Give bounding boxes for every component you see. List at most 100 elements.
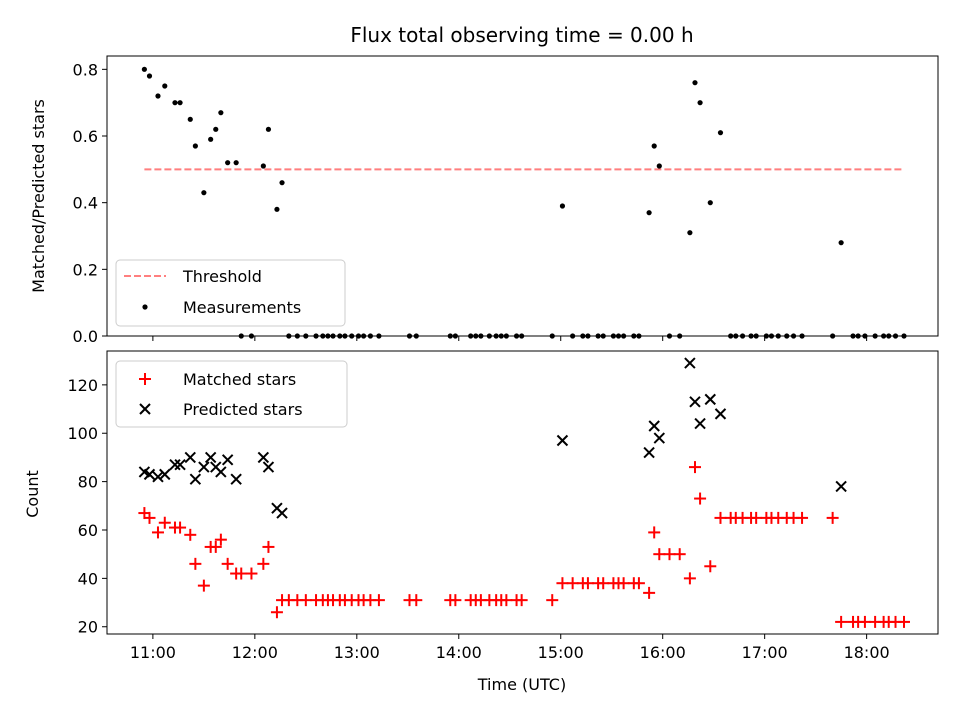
top-legend-box (115, 259, 346, 327)
top-y-ticks: 0.0 0.2 0.4 0.6 0.8 (73, 60, 107, 346)
matched-stars-point (214, 533, 227, 546)
matched-stars-point (500, 594, 513, 607)
top-panel: 0.00.20.40.60.8 Matched/Predicted stars … (29, 55, 939, 346)
predicted-stars-point (556, 434, 569, 447)
matched-stars-point (653, 548, 666, 561)
matched-stars-point (643, 586, 656, 599)
matched-stars-point (270, 606, 283, 619)
measurement-point (155, 93, 161, 99)
legend-threshold-label: Threshold (182, 267, 262, 286)
matched-stars-point (184, 528, 197, 541)
matched-stars-point (683, 572, 696, 585)
matched-stars-point (714, 511, 727, 524)
predicted-stars-point (648, 420, 660, 432)
bottom-y-ticks: 20 40 60 80 100 120 (67, 376, 107, 637)
bottom-x-ticks: 11:00 12:00 13:00 14:00 15:00 16:00 17:00 18:00 (130, 634, 890, 662)
measurement-point (213, 126, 219, 132)
legend-predicted-swatch (139, 403, 151, 415)
predicted-stars-point (684, 357, 696, 369)
predicted-stars-point (169, 458, 181, 471)
matched-stars-point (515, 594, 528, 607)
matched-stars-point (189, 557, 202, 570)
measurement-point (172, 100, 178, 106)
x-tick-label: 14:00 (436, 643, 482, 662)
measurement-point (218, 110, 224, 116)
bottom-y-tick-label: 100 (67, 424, 98, 443)
measurement-point (233, 160, 239, 166)
top-y-tick-label: 0.4 (73, 194, 98, 213)
legend-predicted-label: Predicted stars (183, 400, 303, 419)
predicted-stars-point (159, 468, 171, 481)
matched-stars-point (858, 615, 871, 628)
bottom-y-tick-label: 60 (78, 521, 98, 540)
measurement-point (265, 126, 272, 132)
measurement-point (559, 203, 566, 209)
matched-stars-point (704, 560, 717, 573)
measurement-point (225, 160, 231, 166)
top-y-tick-label: 0.8 (73, 60, 98, 79)
top-y-tick-label: 0.6 (73, 127, 98, 146)
measurement-point (646, 210, 652, 216)
top-y-tick-label: 0.2 (73, 260, 98, 279)
matched-stars-point (597, 577, 610, 590)
legend-matched-label: Matched stars (183, 370, 296, 389)
x-tick-label: 17:00 (742, 643, 788, 662)
matched-stars-point (235, 567, 248, 580)
predicted-stars-point (230, 473, 242, 485)
legend-measurements-label: Measurements (183, 298, 301, 317)
matched-stars-point (688, 461, 701, 474)
bottom-y-tick-label: 120 (67, 376, 98, 395)
matched-stars-point (546, 594, 559, 607)
matched-stars-point (197, 579, 210, 592)
x-tick-label: 12:00 (232, 643, 278, 662)
predicted-stars-point (276, 507, 288, 519)
x-tick-label: 16:00 (640, 643, 686, 662)
x-axis-label: Time (UTC) (477, 675, 566, 694)
top-x-ticks (152, 336, 868, 341)
top-y-axis-label: Matched/Predicted stars (29, 99, 48, 293)
bottom-legend: Matched stars Predicted stars (115, 360, 348, 428)
predicted-stars-point (189, 473, 202, 485)
predicted-stars-point (221, 454, 234, 466)
measurement-point (692, 80, 698, 86)
top-axes-frame (106, 55, 939, 337)
measurement-point (717, 130, 724, 136)
measurement-point (141, 66, 147, 72)
matched-stars-point (299, 594, 312, 607)
measurement-point (187, 116, 193, 122)
predicted-stars-point (704, 393, 716, 406)
predicted-stars-point (198, 461, 210, 473)
predicted-stars-point (643, 446, 655, 459)
legend-measurements-swatch (142, 304, 148, 310)
matched-stars-point (632, 577, 645, 590)
matched-stars-point (617, 577, 630, 590)
predicted-stars-point (174, 458, 186, 471)
matched-stars-point (410, 594, 423, 607)
measurement-point (177, 100, 183, 106)
measurement-point (656, 163, 662, 169)
matched-stars-point (151, 526, 164, 539)
predicted-stars-point (215, 466, 227, 478)
predicted-stars-point (835, 480, 847, 493)
bottom-y-tick-label: 80 (78, 473, 98, 492)
matched-stars-point (648, 526, 661, 539)
measurement-point (838, 240, 844, 246)
measurement-point (146, 73, 153, 79)
matched-stars-point (581, 577, 594, 590)
x-tick-label: 13:00 (334, 643, 380, 662)
matched-stars-point (257, 557, 270, 570)
measurement-point (274, 206, 280, 212)
bottom-axes-frame (106, 350, 939, 635)
matched-stars-point (209, 540, 222, 553)
matched-stars-point (694, 492, 707, 505)
bottom-panel: 20 40 60 80 100 120 11:00 12:00 13:00 14:00 15:00… (23, 350, 939, 694)
measurement-point (192, 143, 198, 149)
bottom-y-tick-label: 20 (78, 618, 98, 637)
predicted-stars-point (714, 408, 727, 420)
matched-stars-point (262, 540, 275, 553)
measurement-point (707, 200, 713, 206)
matched-stars-point (372, 594, 385, 607)
predicted-stars-point (143, 468, 156, 481)
predicted-stars-point (653, 432, 666, 444)
x-tick-label: 11:00 (130, 643, 176, 662)
